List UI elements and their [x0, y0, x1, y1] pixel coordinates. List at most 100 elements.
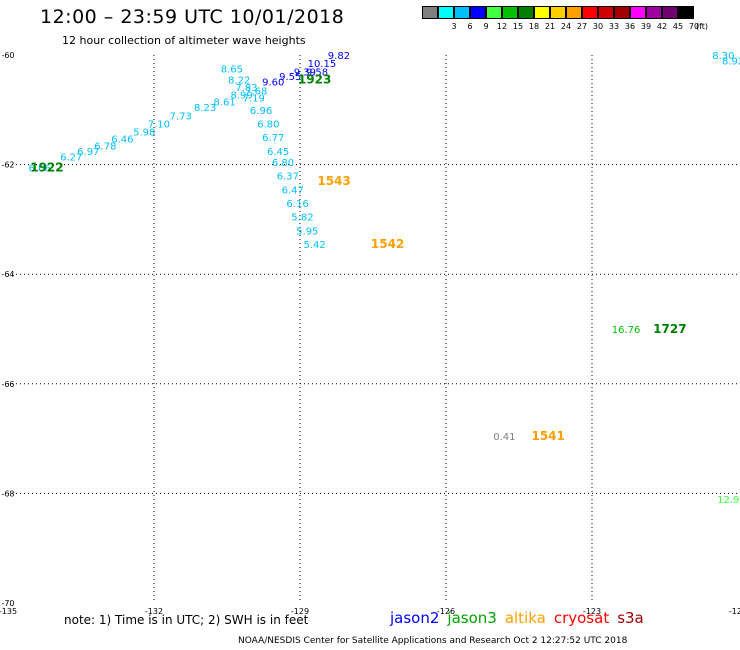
wave-height-value: 6.78 — [94, 141, 116, 152]
scale-tick-label: 12 — [496, 22, 508, 31]
color-swatch — [502, 6, 518, 19]
color-swatch — [438, 6, 454, 19]
satellite-name: jason3 — [447, 609, 497, 627]
wave-height-value: 9.39 — [294, 67, 316, 78]
lat-tick-label: -68 — [1, 489, 14, 498]
wave-height-value: 5.82 — [291, 213, 313, 224]
color-swatch — [454, 6, 470, 19]
color-swatch — [422, 6, 438, 19]
scale-unit: (ft) — [695, 22, 709, 31]
pass-time-label: 1543 — [317, 174, 350, 188]
footer-credit: NOAA/NESDIS Center for Satellite Applica… — [238, 636, 628, 646]
wave-height-value: 5.98 — [133, 128, 155, 139]
wave-height-value: 6.47 — [282, 185, 304, 196]
wave-height-value: 5.95 — [296, 226, 318, 237]
map-subtitle: 12 hour collection of altimeter wave hei… — [62, 34, 306, 47]
wave-height-value: 9.58 — [306, 67, 328, 78]
wave-height-value: 8.92 — [722, 56, 740, 67]
satellite-name: s3a — [617, 609, 644, 627]
wave-height-value: 9.60 — [262, 77, 284, 88]
scale-tick-label: 15 — [512, 22, 524, 31]
color-swatch — [550, 6, 566, 19]
lat-tick-label: -62 — [1, 161, 14, 170]
wave-height-value: 5.42 — [303, 240, 325, 251]
pass-time-label: 1922 — [30, 160, 63, 174]
scale-tick-label: 27 — [576, 22, 588, 31]
lon-tick-label: -120 — [729, 607, 740, 616]
pass-time-label: 1923 — [298, 73, 331, 87]
satellite-name: jason2 — [390, 609, 440, 627]
axis-ticks: -135 -132 -129 -126 -123 -120 -60 -62 -64 -66 -68 -… — [0, 51, 740, 616]
wave-height-value: 6.96 — [250, 106, 272, 117]
wave-height-value: 12.9 — [717, 495, 739, 506]
wave-height-value: 6.80 — [272, 158, 294, 169]
wave-height-value: 6.16 — [286, 199, 308, 210]
units-note: note: 1) Time is in UTC; 2) SWH is in fe… — [64, 613, 309, 627]
map-title: 12:00 – 23:59 UTC 10/01/2018 — [40, 6, 345, 28]
wave-height-value: 7.10 — [148, 120, 170, 131]
color-swatch — [470, 6, 486, 19]
lat-tick-label: -66 — [1, 380, 14, 389]
wave-height-value: 7.73 — [170, 111, 192, 122]
wave-height-value: 8.99 — [230, 90, 252, 101]
grid — [8, 55, 738, 603]
wave-height-value: 8.65 — [221, 65, 243, 76]
scale-tick-label: 9 — [483, 22, 489, 31]
scale-tick-label: 24 — [560, 22, 572, 31]
color-swatch — [598, 6, 614, 19]
wave-height-value: 16.76 — [612, 325, 641, 336]
satellite-name: cryosat — [553, 609, 610, 627]
lat-tick-label: -60 — [1, 51, 14, 60]
wave-height-value: 8.22 — [228, 76, 250, 87]
scale-tick-label: 6 — [467, 22, 473, 31]
scale-tick-label: 33 — [608, 22, 620, 31]
lat-tick-label: -64 — [1, 270, 14, 279]
lon-tick-label: -126 — [437, 607, 455, 616]
scale-tick-label: 18 — [528, 22, 540, 31]
satellite-name: altika — [504, 609, 546, 627]
scale-tick-label: 70 — [688, 22, 700, 31]
scale-tick-label: 42 — [656, 22, 668, 31]
wave-height-value: 6.97 — [77, 147, 99, 158]
lon-tick-label: -135 — [0, 607, 17, 616]
wave-height-value: 8.23 — [194, 103, 216, 114]
wave-height-value: 8.61 — [213, 98, 235, 109]
wave-height-value: 6.80 — [257, 120, 279, 131]
wave-height-value: 9.82 — [328, 51, 350, 62]
wave-height-value: 0.41 — [493, 432, 515, 443]
color-swatch — [486, 6, 502, 19]
satellite-legend: jason2 jason3 altika cryosat s3a — [390, 609, 652, 627]
wave-height-value: 8.30 — [712, 51, 734, 62]
wave-height-value: 7.68 — [245, 87, 267, 98]
wave-height-value: 7.83 — [235, 83, 257, 94]
pass-time-label: 1727 — [653, 322, 686, 336]
wave-height-value: 6.46 — [111, 134, 133, 145]
wave-height-value: 7.19 — [243, 94, 265, 105]
scale-tick-label: 39 — [640, 22, 652, 31]
wave-height-points: 6.66 6.276.976.786.465.987.107.738.238.61… — [29, 51, 740, 506]
scale-tick-label: 21 — [544, 22, 556, 31]
pass-time-label: 1541 — [531, 429, 564, 443]
wave-height-value: 6.77 — [262, 133, 284, 144]
lon-tick-label: -129 — [291, 607, 309, 616]
lat-tick-label: -70 — [1, 599, 14, 608]
wave-height-value: 9.55 — [279, 72, 301, 83]
wave-height-value: 6.37 — [277, 172, 299, 183]
pass-time-labels: 1922 1923 1543 1542 1727 1541 — [30, 73, 686, 443]
pass-time-label: 1542 — [371, 237, 404, 251]
color-swatch — [566, 6, 582, 19]
wave-height-value: 6.66 — [29, 163, 51, 174]
scale-tick-label: 30 — [592, 22, 604, 31]
color-swatch — [582, 6, 598, 19]
color-swatch — [678, 6, 694, 19]
color-swatch — [534, 6, 550, 19]
wave-height-value: 10.15 — [308, 59, 337, 70]
color-swatch — [646, 6, 662, 19]
wave-height-value: 6.45 — [267, 147, 289, 158]
wave-height-value: 6.27 — [60, 152, 82, 163]
lon-tick-label: -123 — [583, 607, 601, 616]
scale-tick-label: 3 — [451, 22, 457, 31]
color-swatch — [518, 6, 534, 19]
color-swatch — [630, 6, 646, 19]
